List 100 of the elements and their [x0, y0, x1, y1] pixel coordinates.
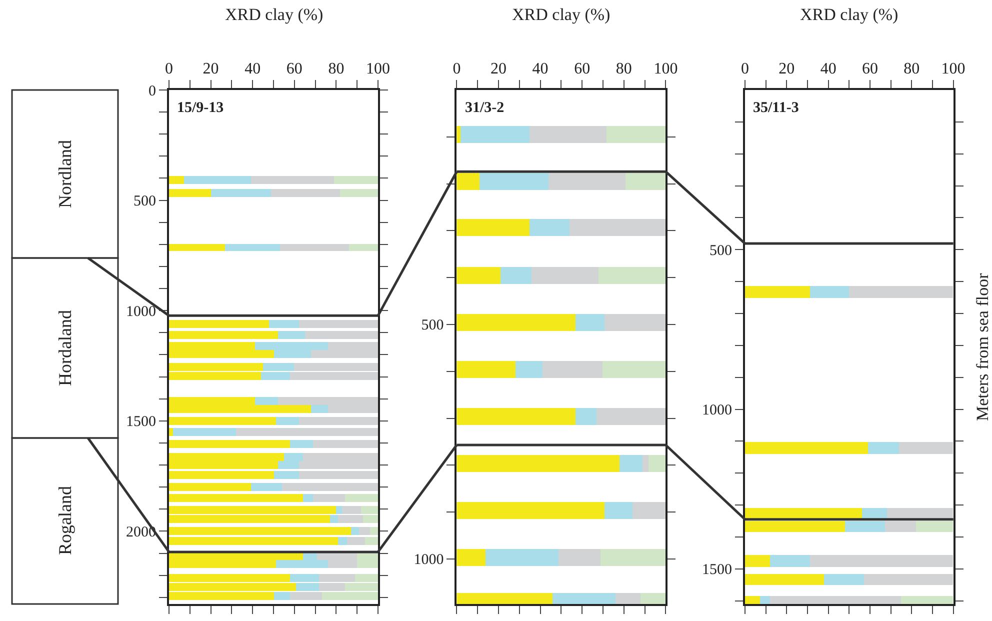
bar — [632, 502, 666, 519]
x-axis-title: XRD clay (%) — [225, 5, 324, 24]
x-tick-label: 80 — [616, 60, 632, 78]
bar — [570, 219, 666, 236]
bar — [169, 527, 351, 535]
bar — [598, 267, 666, 284]
bar — [169, 537, 338, 545]
x-tick-label: 20 — [490, 60, 506, 78]
bar — [313, 440, 378, 448]
bar — [184, 176, 251, 184]
x-axis-title: XRD clay (%) — [512, 5, 610, 24]
bar — [334, 176, 378, 184]
bar — [604, 502, 633, 519]
bar — [456, 314, 576, 331]
bar — [169, 320, 269, 328]
bar — [370, 527, 378, 535]
x-tick-label: 40 — [244, 60, 261, 78]
bar — [887, 508, 953, 519]
x-tick-label: 60 — [862, 60, 878, 78]
y-tick-label: 1000 — [126, 304, 156, 320]
bar — [365, 537, 378, 545]
bar — [251, 176, 334, 184]
bar — [173, 428, 236, 436]
bar — [868, 442, 899, 454]
x-tick-label: 100 — [654, 60, 678, 78]
bar — [359, 527, 370, 535]
x-tick-label: 100 — [941, 60, 966, 78]
bar — [642, 455, 649, 472]
bar — [849, 286, 953, 298]
y-tick-label: 500 — [710, 242, 732, 259]
x-tick-label: 40 — [532, 60, 548, 78]
bar — [236, 428, 378, 436]
x-tick-label: 20 — [202, 60, 219, 78]
bar — [810, 555, 953, 567]
bar — [532, 267, 599, 284]
bar — [338, 537, 347, 545]
bar — [606, 126, 666, 143]
bar — [576, 408, 597, 425]
bar — [845, 521, 885, 532]
bar — [271, 189, 340, 197]
bar — [169, 440, 290, 448]
bar — [311, 405, 328, 413]
y-tick-label: 1000 — [414, 552, 444, 568]
text: Hordaland — [55, 310, 75, 386]
y-tick-label: 0 — [148, 83, 156, 100]
text: Nordland — [55, 140, 75, 208]
bar — [530, 126, 607, 143]
bar — [745, 286, 810, 298]
bar — [530, 219, 570, 236]
bar — [745, 521, 845, 532]
bar — [456, 219, 530, 236]
bar — [648, 455, 666, 472]
bar — [480, 173, 549, 190]
bar — [299, 417, 378, 425]
bar — [456, 173, 480, 190]
bar — [269, 320, 299, 328]
bar — [351, 527, 359, 535]
bar — [305, 331, 378, 339]
bar — [280, 244, 349, 251]
bar — [456, 408, 576, 425]
bar — [225, 244, 280, 251]
bar — [299, 471, 378, 479]
bar — [169, 483, 251, 491]
y-tick-label: 500 — [134, 194, 156, 210]
bar — [456, 361, 516, 378]
y-tick-label: 500 — [421, 318, 444, 334]
bar — [745, 442, 868, 454]
bar — [313, 494, 345, 502]
x-tick-label: 80 — [328, 60, 344, 78]
bar — [169, 244, 225, 251]
bar — [276, 417, 299, 425]
bar — [460, 126, 530, 143]
bar — [349, 244, 378, 251]
x-tick-label: 60 — [286, 60, 302, 78]
bar — [824, 574, 864, 585]
x-tick-label: 40 — [820, 60, 836, 78]
bar — [899, 442, 953, 454]
y-axis-title: Meters from sea floor — [973, 272, 992, 421]
x-axis-title: XRD clay (%) — [800, 5, 898, 24]
bar — [456, 267, 501, 284]
bar — [278, 331, 305, 339]
text: 15/9-13 — [177, 100, 224, 116]
bar — [169, 331, 278, 339]
x-tick-label: 20 — [778, 60, 795, 78]
x-tick-label: 100 — [366, 60, 390, 78]
x-tick-label: 0 — [741, 60, 749, 78]
bar — [456, 502, 605, 519]
bar — [169, 417, 276, 425]
bar — [602, 361, 666, 378]
bar — [255, 397, 278, 405]
x-tick-label: 60 — [574, 60, 590, 78]
text: 35/11-3 — [753, 100, 799, 116]
bar — [745, 574, 824, 585]
bar — [745, 508, 862, 519]
bar — [558, 549, 601, 566]
bar — [303, 494, 313, 502]
bar — [548, 173, 626, 190]
bar — [576, 314, 605, 331]
bar — [810, 286, 849, 298]
x-tick-label: 80 — [904, 60, 920, 78]
